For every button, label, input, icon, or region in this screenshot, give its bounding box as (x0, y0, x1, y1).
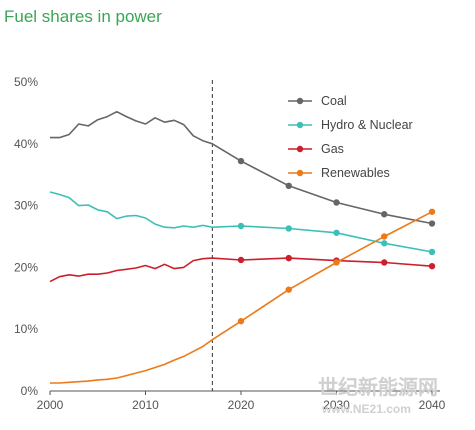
y-tick-label: 50% (14, 75, 38, 89)
data-point-hydro-nuclear (428, 248, 436, 256)
data-point-renewables (237, 317, 245, 325)
y-tick-label: 20% (14, 260, 38, 274)
watermark-text: 世纪新能源网 (318, 375, 438, 399)
chart-title: Fuel shares in power (4, 7, 162, 26)
series-line-hydro-nuclear (49, 191, 433, 253)
data-point-renewables (428, 208, 436, 215)
data-point-coal (428, 220, 436, 227)
series-renewables (50, 208, 436, 384)
data-point-hydro-nuclear (237, 222, 245, 230)
legend-item-renewables: Renewables (288, 166, 390, 180)
data-point-hydro-nuclear (381, 240, 388, 247)
y-tick-label: 0% (21, 384, 39, 398)
legend-label: Coal (321, 94, 347, 108)
y-tick-label: 30% (14, 199, 38, 213)
legend-label: Gas (321, 142, 344, 156)
series-line-gas (49, 257, 433, 283)
watermark-url: www.NE21.com (321, 402, 411, 416)
legend-item-hydro-nuclear: Hydro & Nuclear (288, 118, 413, 132)
data-point-gas (428, 262, 436, 270)
watermark: 世纪新能源网 www.NE21.com (318, 375, 438, 416)
series-layer (49, 110, 436, 384)
data-point-coal (333, 199, 340, 206)
x-tick-label: 2030 (323, 398, 350, 412)
series-line-renewables (50, 211, 433, 384)
legend: Coal Hydro & Nuclear Gas Renewables (288, 94, 413, 180)
data-point-gas (285, 254, 292, 262)
x-tick-label: 2040 (419, 398, 446, 412)
legend-item-gas: Gas (288, 142, 344, 156)
legend-item-coal: Coal (288, 94, 347, 108)
legend-swatch-marker (296, 121, 304, 129)
series-line-coal (50, 110, 433, 225)
series-coal (50, 110, 436, 227)
legend-swatch-marker (296, 169, 304, 177)
data-point-gas (237, 256, 245, 264)
axes: 0% 10% 20% 30% 40% 50% 2000 2010 2020 2030 2040 (14, 75, 446, 412)
data-point-coal (285, 182, 292, 190)
legend-swatch-marker (296, 145, 304, 153)
data-point-hydro-nuclear (333, 229, 340, 236)
series-gas (49, 254, 436, 283)
data-point-hydro-nuclear (285, 225, 292, 232)
series-hydro-nuclear (49, 191, 436, 256)
data-point-renewables (285, 286, 292, 293)
x-tick-label: 2010 (132, 398, 159, 412)
data-point-gas (381, 259, 388, 266)
legend-label: Renewables (321, 166, 390, 180)
legend-swatch-marker (296, 97, 304, 105)
data-point-coal (237, 157, 245, 165)
data-point-renewables (333, 259, 340, 266)
x-tick-label: 2020 (228, 398, 255, 412)
y-tick-label: 40% (14, 137, 38, 151)
data-point-renewables (381, 233, 388, 240)
x-tick-label: 2000 (37, 398, 64, 412)
data-point-coal (381, 211, 388, 218)
legend-label: Hydro & Nuclear (321, 118, 413, 132)
y-tick-label: 10% (14, 322, 38, 336)
